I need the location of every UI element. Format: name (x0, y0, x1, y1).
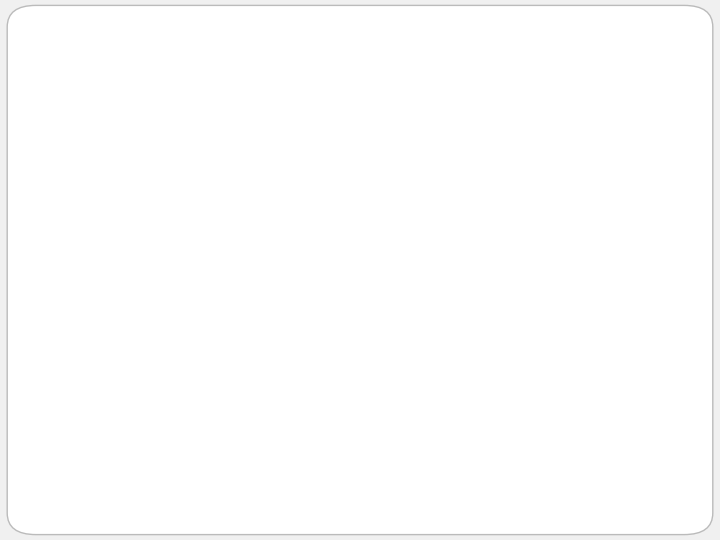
Text: □: □ (70, 327, 91, 348)
Text: T: T (89, 365, 102, 386)
Text: Neurogenic shock:: Neurogenic shock: (61, 83, 319, 111)
Text: 2: 2 (151, 373, 161, 388)
Text: ii) bradycardia: ii) bradycardia (70, 214, 331, 234)
Text: Triad of    i) hypotension: Triad of i) hypotension (87, 176, 357, 197)
Text: Secondary to disruption of sympathetic outflow from: Secondary to disruption of sympathetic o… (87, 327, 676, 348)
Text: More commonly in injuries above T: More commonly in injuries above T (87, 289, 478, 310)
Text: □: □ (70, 289, 91, 310)
Text: 6: 6 (422, 298, 432, 313)
Text: □: □ (70, 176, 91, 197)
Text: – L: – L (125, 365, 163, 386)
Text: 1: 1 (109, 373, 118, 388)
Text: iii) hypothermia: iii) hypothermia (70, 252, 346, 272)
